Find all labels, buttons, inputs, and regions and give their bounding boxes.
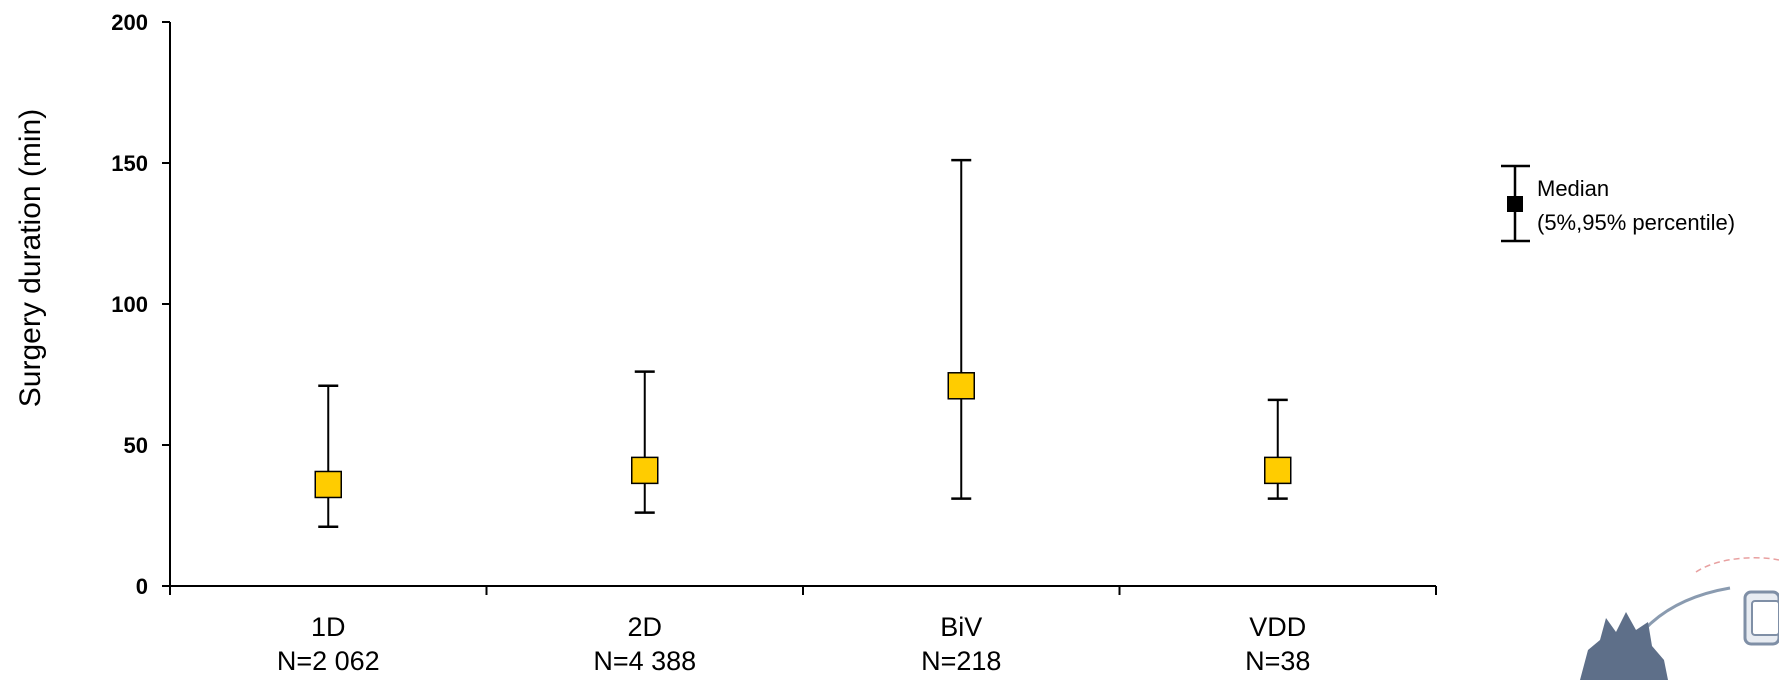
y-tick-label: 200 bbox=[111, 10, 148, 35]
category-label: VDD bbox=[1249, 612, 1306, 642]
category-n-label: N=218 bbox=[921, 646, 1001, 676]
category-label: 1D bbox=[311, 612, 346, 642]
category-n-label: N=38 bbox=[1245, 646, 1310, 676]
median-marker bbox=[947, 372, 975, 400]
legend-median-marker bbox=[1507, 196, 1523, 212]
y-tick-label: 100 bbox=[111, 292, 148, 317]
logo-arc bbox=[1695, 557, 1779, 573]
category-label: 2D bbox=[627, 612, 662, 642]
y-tick-label: 50 bbox=[124, 433, 148, 458]
y-ticks: 0 50 100 150 200 bbox=[111, 10, 170, 599]
axes bbox=[169, 22, 1436, 587]
legend-median-label: Median bbox=[1537, 176, 1609, 201]
median-marker bbox=[1264, 456, 1292, 485]
logo-device-screen bbox=[1751, 600, 1779, 636]
logo-heart bbox=[1580, 612, 1668, 680]
y-tick-label: 150 bbox=[111, 151, 148, 176]
median-marker bbox=[631, 456, 659, 485]
data-marks bbox=[314, 158, 1292, 529]
median-marker bbox=[314, 470, 342, 499]
category-n-label: N=4 388 bbox=[593, 646, 696, 676]
legend-percentile-label: (5%,95% percentile) bbox=[1537, 210, 1735, 235]
category-label: BiV bbox=[940, 612, 982, 642]
x-ticks: 1D N=2 062 2D N=4 388 BiV N=218 VDD N=38 bbox=[169, 586, 1437, 676]
y-axis-title: Surgery duration (min) bbox=[14, 109, 47, 407]
category-n-label: N=2 062 bbox=[277, 646, 380, 676]
legend: Median (5%,95% percentile) bbox=[1501, 164, 1735, 243]
pacemaker-logo bbox=[1580, 557, 1779, 680]
y-tick-label: 0 bbox=[136, 574, 148, 599]
